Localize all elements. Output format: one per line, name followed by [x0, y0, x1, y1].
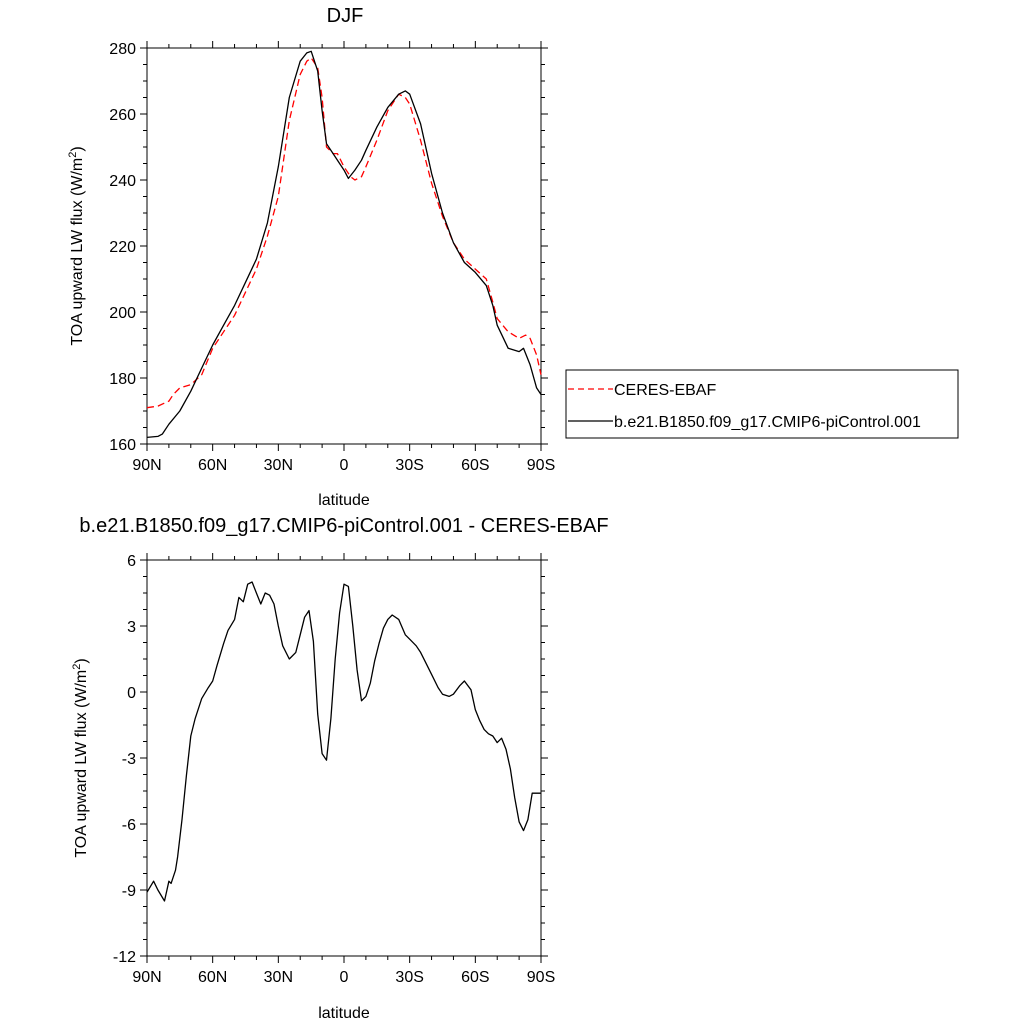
y-axis-label-close: ) — [73, 658, 90, 663]
legend-box — [565, 369, 959, 439]
y-tick-label: 200 — [109, 305, 136, 322]
x-tick-label: 90N — [132, 969, 161, 986]
y-axis-label-text: TOA upward LW flux (W/m — [69, 158, 86, 346]
legend-entry-ceres: CERES-EBAF — [614, 382, 716, 399]
y-tick-label: -12 — [113, 949, 136, 966]
x-axis-ticks: 90N 60N 30N 0 30S 60S 90S — [132, 41, 555, 474]
chart-title: b.e21.B1850.f09_g17.CMIP6-piControl.001 … — [79, 515, 608, 537]
series-group — [146, 50, 542, 439]
x-tick-label: 30S — [395, 969, 423, 986]
chart-title: DJF — [327, 5, 364, 27]
y-axis-ticks: 160 180 200 220 240 260 280 — [109, 41, 548, 454]
x-tick-label: 60S — [461, 969, 489, 986]
y-tick-label: 180 — [109, 371, 136, 388]
y-axis-ticks: -12 -9 -6 -3 0 3 6 — [113, 553, 548, 966]
y-axis-label-sup: 2 — [67, 152, 79, 158]
x-tick-label: 0 — [340, 969, 349, 986]
x-tick-label: 60N — [198, 969, 227, 986]
y-axis-label-text: TOA upward LW flux (W/m — [73, 670, 90, 858]
y-tick-label: 3 — [127, 619, 136, 636]
y-tick-label: 280 — [109, 41, 136, 58]
y-axis-label-close: ) — [69, 146, 86, 151]
x-tick-label: 90S — [527, 457, 555, 474]
x-axis-label: latitude — [318, 492, 370, 509]
x-axis-ticks: 90N 60N 30N 0 30S 60S 90S — [132, 553, 555, 986]
bottom-panel: b.e21.B1850.f09_g17.CMIP6-piControl.001 … — [71, 515, 609, 1022]
x-axis-label: latitude — [318, 1005, 370, 1022]
legend-entry-model: b.e21.B1850.f09_g17.CMIP6-piControl.001 — [614, 414, 921, 431]
y-axis-label-sup: 2 — [71, 664, 83, 670]
x-tick-label: 30S — [395, 457, 423, 474]
x-tick-label: 90S — [527, 969, 555, 986]
x-tick-label: 60S — [461, 457, 489, 474]
series-line-1 — [146, 50, 542, 439]
y-axis-label: TOA upward LW flux (W/m2) — [67, 146, 86, 345]
plot-frame — [146, 559, 542, 957]
plot-frame — [146, 47, 542, 445]
y-tick-label: 6 — [127, 553, 136, 570]
y-tick-label: -3 — [122, 751, 136, 768]
top-panel: DJF 160 180 200 220 240 260 280 90N 60N 30N 0 30S 6… — [67, 5, 959, 509]
y-axis-label: TOA upward LW flux (W/m2) — [71, 658, 90, 857]
series-line-0 — [146, 581, 541, 902]
y-tick-label: 240 — [109, 173, 136, 190]
y-tick-label: 0 — [127, 685, 136, 702]
y-tick-label: -9 — [122, 883, 136, 900]
series-line-0 — [146, 57, 542, 409]
x-tick-label: 30N — [264, 457, 293, 474]
y-tick-label: 160 — [109, 437, 136, 454]
x-tick-label: 60N — [198, 457, 227, 474]
x-tick-label: 90N — [132, 457, 161, 474]
x-tick-label: 0 — [340, 457, 349, 474]
x-tick-label: 30N — [264, 969, 293, 986]
legend: CERES-EBAF b.e21.B1850.f09_g17.CMIP6-piC… — [565, 369, 959, 439]
y-tick-label: 220 — [109, 239, 136, 256]
series-group — [146, 581, 541, 902]
y-tick-label: -6 — [122, 817, 136, 834]
y-tick-label: 260 — [109, 107, 136, 124]
